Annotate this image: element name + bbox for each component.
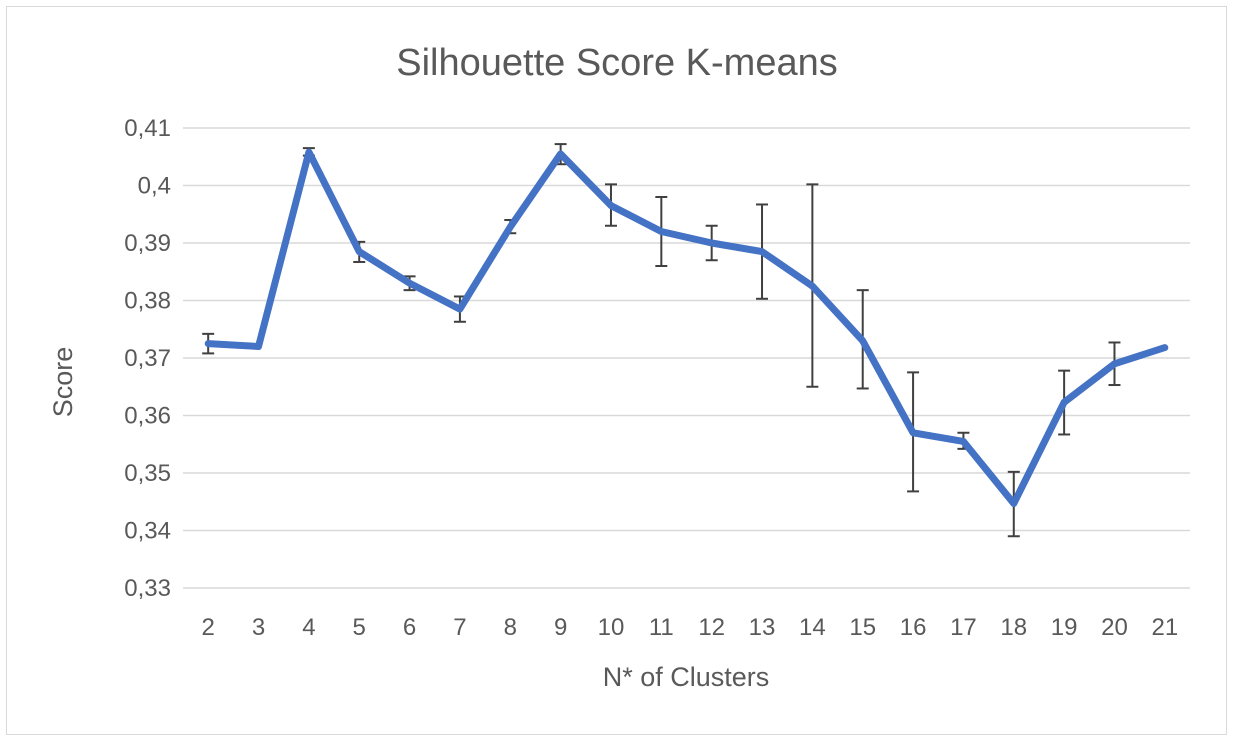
y-tick-label: 0,4 bbox=[138, 173, 171, 200]
x-tick-label: 8 bbox=[504, 614, 517, 641]
x-tick-label: 15 bbox=[849, 614, 876, 641]
x-tick-label: 7 bbox=[453, 614, 466, 641]
x-tick-label: 20 bbox=[1101, 614, 1128, 641]
x-tick-label: 14 bbox=[799, 614, 826, 641]
x-tick-label: 4 bbox=[302, 614, 315, 641]
series-layer bbox=[204, 148, 1169, 507]
x-tick-label: 19 bbox=[1051, 614, 1078, 641]
y-axis-ticks: 0,33 0,34 0,35 0,36 0,37 0,38 0,39 0,4 0,41 bbox=[124, 115, 171, 602]
x-tick-label: 21 bbox=[1151, 614, 1178, 641]
x-tick-label: 17 bbox=[950, 614, 977, 641]
y-tick-label: 0,35 bbox=[124, 460, 171, 487]
series-line bbox=[204, 148, 1169, 507]
y-axis-label: Score bbox=[48, 347, 78, 418]
y-tick-label: 0,36 bbox=[124, 403, 171, 430]
error-bars bbox=[202, 143, 1121, 538]
y-tick-label: 0,34 bbox=[124, 518, 171, 545]
y-tick-label: 0,38 bbox=[124, 288, 171, 315]
x-tick-label: 18 bbox=[1000, 614, 1027, 641]
x-tick-label: 5 bbox=[353, 614, 366, 641]
x-tick-label: 12 bbox=[698, 614, 725, 641]
x-tick-label: 2 bbox=[201, 614, 214, 641]
x-tick-label: 16 bbox=[900, 614, 927, 641]
y-tick-label: 0,39 bbox=[124, 230, 171, 257]
x-tick-label: 3 bbox=[252, 614, 265, 641]
y-tick-label: 0,33 bbox=[124, 575, 171, 602]
x-tick-label: 11 bbox=[649, 614, 674, 641]
x-tick-label: 6 bbox=[403, 614, 416, 641]
chart-title: Silhouette Score K-means bbox=[396, 42, 837, 84]
x-tick-label: 13 bbox=[749, 614, 776, 641]
y-tick-label: 0,41 bbox=[124, 115, 171, 142]
x-axis-label: N* of Clusters bbox=[603, 662, 770, 692]
x-tick-label: 9 bbox=[554, 614, 567, 641]
x-axis-ticks: 2 3 4 5 6 7 8 9 10 11 12 13 14 15 16 17 18 19 20 21 bbox=[201, 614, 1178, 641]
y-tick-label: 0,37 bbox=[124, 345, 171, 372]
x-tick-label: 10 bbox=[598, 614, 625, 641]
gridlines bbox=[183, 127, 1190, 589]
